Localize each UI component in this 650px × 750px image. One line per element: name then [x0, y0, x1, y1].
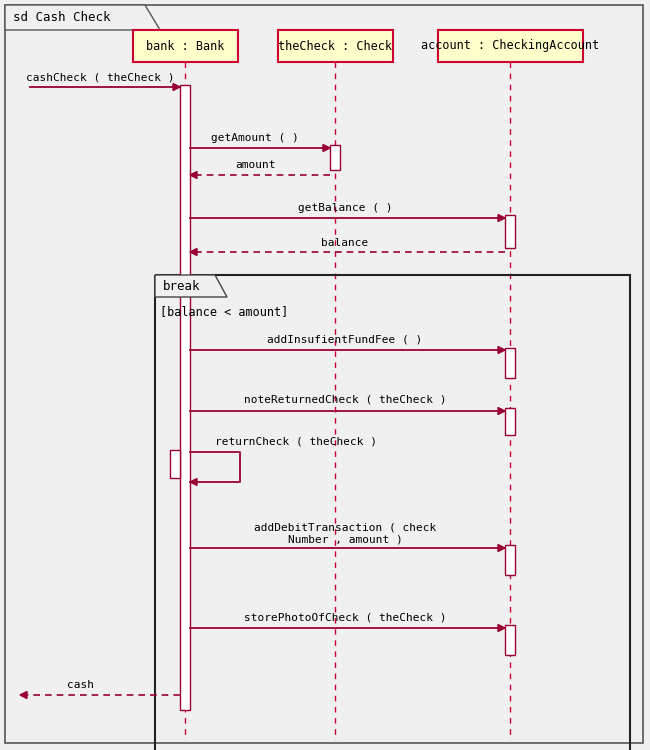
Polygon shape [5, 5, 160, 30]
Text: amount: amount [235, 160, 275, 170]
Text: storePhotoOfCheck ( theCheck ): storePhotoOfCheck ( theCheck ) [244, 612, 447, 622]
Text: cash: cash [66, 680, 94, 690]
Text: theCheck : Check: theCheck : Check [278, 40, 392, 53]
Polygon shape [20, 692, 27, 698]
Polygon shape [498, 214, 505, 221]
Polygon shape [323, 145, 330, 152]
Polygon shape [498, 625, 505, 632]
Text: cashCheck ( theCheck ): cashCheck ( theCheck ) [26, 73, 174, 83]
Bar [155, 275, 630, 750]
Polygon shape [498, 544, 505, 551]
Bar [505, 625, 515, 655]
Text: Number , amount ): Number , amount ) [287, 534, 402, 544]
Bar [180, 85, 190, 710]
Bar [505, 215, 515, 248]
Text: bank : Bank: bank : Bank [146, 40, 224, 53]
Polygon shape [190, 478, 197, 485]
Polygon shape [155, 275, 227, 297]
Bar [133, 30, 238, 62]
Polygon shape [190, 248, 197, 256]
Text: noteReturnedCheck ( theCheck ): noteReturnedCheck ( theCheck ) [244, 395, 447, 405]
Text: addInsufientFundFee ( ): addInsufientFundFee ( ) [267, 334, 422, 344]
Bar [170, 450, 180, 478]
Text: addDebitTransaction ( check: addDebitTransaction ( check [254, 523, 436, 533]
Polygon shape [190, 172, 197, 178]
Text: getBalance ( ): getBalance ( ) [298, 203, 392, 213]
Polygon shape [173, 83, 180, 91]
Bar [278, 30, 393, 62]
Polygon shape [498, 407, 505, 415]
Text: account : CheckingAccount: account : CheckingAccount [421, 40, 599, 53]
Bar [505, 408, 515, 435]
Text: sd Cash Check: sd Cash Check [13, 11, 111, 24]
Text: balance: balance [321, 238, 369, 248]
Bar [330, 145, 340, 170]
Text: break: break [163, 280, 200, 292]
Text: [balance < amount]: [balance < amount] [160, 305, 288, 318]
Bar [505, 348, 515, 378]
Bar [438, 30, 583, 62]
Bar [505, 545, 515, 575]
Polygon shape [498, 346, 505, 353]
Text: returnCheck ( theCheck ): returnCheck ( theCheck ) [215, 436, 377, 446]
Text: getAmount ( ): getAmount ( ) [211, 133, 299, 143]
